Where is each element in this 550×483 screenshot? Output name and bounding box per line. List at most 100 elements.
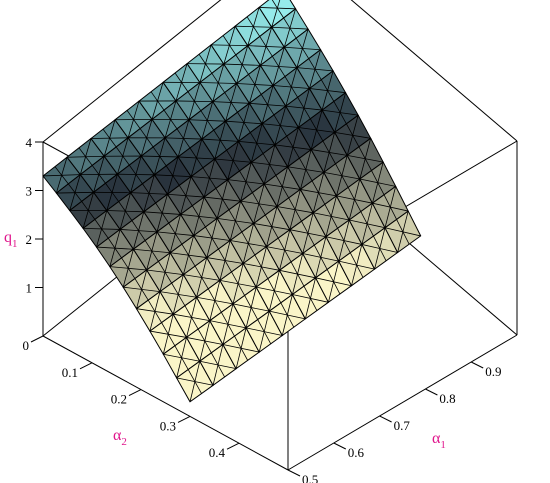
surface-cell: [235, 64, 274, 105]
mesh-line: [78, 147, 86, 157]
mesh-line: [215, 188, 223, 200]
mesh-line: [277, 7, 284, 19]
mesh-line: [164, 272, 173, 284]
mesh-line: [141, 289, 149, 301]
mesh-line: [346, 123, 354, 136]
surface-cell: [79, 155, 119, 194]
mesh-line: [74, 192, 82, 202]
mesh-line: [339, 112, 347, 124]
mesh-line: [349, 252, 358, 266]
mesh-line: [283, 17, 291, 29]
mesh-line: [163, 109, 171, 120]
mesh-line: [196, 157, 204, 169]
mesh-line: [286, 135, 294, 148]
mesh-line: [226, 149, 234, 161]
mesh-line: [309, 118, 317, 131]
mesh-line: [343, 240, 351, 253]
mesh-line: [275, 175, 283, 187]
mesh-line: [205, 226, 213, 239]
alpha2-tick-mark: [226, 442, 240, 450]
mesh-line: [347, 187, 355, 200]
alpha1-tick-label: 0.9: [485, 364, 501, 379]
q1-tick-label: 4: [26, 135, 33, 150]
surface-cell: [296, 48, 334, 90]
mesh-line: [221, 312, 229, 325]
alpha1-tick-mark: [379, 415, 392, 423]
mesh-line: [68, 183, 76, 193]
surface-cell: [283, 28, 322, 69]
mesh-line: [194, 381, 202, 394]
mesh-line: [222, 35, 230, 46]
mesh-line: [107, 238, 116, 249]
mesh-line: [200, 110, 208, 121]
surface-cell: [234, 6, 273, 47]
tick-marks: [30, 141, 484, 477]
mesh-line: [290, 261, 298, 275]
axis-labels: q1 α2 α1: [4, 229, 446, 451]
mesh-line: [280, 302, 288, 316]
mesh-line: [377, 182, 385, 195]
mesh-line: [101, 228, 109, 239]
mesh-line: [316, 129, 324, 142]
mesh-line: [198, 216, 206, 228]
surface-mesh: [42, 0, 422, 403]
q1-tick-label: 2: [26, 232, 33, 247]
box-edge-top-back-right: [350, 0, 518, 142]
mesh-line: [91, 165, 100, 175]
mesh-line: [205, 63, 213, 74]
mesh-line: [352, 135, 360, 148]
bounding-box-front-edges: [42, 334, 518, 471]
surface-cell: [203, 178, 242, 220]
mesh-line: [252, 192, 260, 204]
surface-cell: [190, 158, 229, 198]
mesh-line: [125, 210, 133, 221]
mesh-line: [241, 231, 249, 244]
surface-cell: [263, 166, 302, 208]
mesh-line: [292, 146, 300, 159]
surface-cell: [127, 118, 166, 157]
mesh-line: [249, 132, 258, 144]
mesh-line: [194, 265, 202, 278]
mesh-line: [366, 223, 374, 237]
mesh-line: [229, 44, 237, 56]
mesh-line: [227, 324, 235, 337]
alpha1-tick-label: 0.5: [302, 472, 318, 483]
mesh-line: [54, 166, 62, 176]
mesh-line: [273, 114, 281, 126]
box-edge-front-bottom-right: [287, 334, 518, 471]
alpha2-tick-mark: [177, 415, 191, 423]
alpha1-tick-label: 0.7: [394, 418, 411, 433]
mesh-line: [188, 254, 196, 267]
surface-cell: [135, 290, 174, 332]
mesh-line: [194, 100, 202, 111]
mesh-line: [211, 237, 219, 250]
mesh-line: [87, 210, 96, 220]
mesh-line: [389, 206, 397, 220]
mesh-line: [341, 175, 349, 188]
mesh-line: [243, 122, 251, 133]
mesh-line: [148, 193, 156, 204]
q1-tick-label: 1: [26, 281, 33, 296]
mesh-line: [152, 146, 161, 157]
mesh-line: [303, 107, 311, 119]
surface-cell: [334, 114, 372, 157]
mesh-line: [267, 278, 275, 291]
mesh-line: [213, 129, 221, 141]
mesh-line: [184, 305, 192, 318]
mesh-line: [230, 102, 238, 113]
mesh-line: [175, 233, 183, 245]
alpha1-axis-label: α1: [432, 430, 446, 451]
mesh-line: [181, 357, 189, 370]
mesh-line: [240, 348, 249, 361]
mesh-line: [121, 257, 129, 269]
surface-cell: [182, 256, 221, 299]
mesh-line: [320, 79, 328, 91]
mesh-line: [218, 248, 226, 261]
mesh-line: [187, 369, 196, 382]
mesh-line: [284, 249, 292, 263]
mesh-line: [261, 266, 269, 279]
mesh-line: [279, 125, 288, 137]
surface-cell: [274, 126, 312, 168]
mesh-line: [253, 26, 261, 37]
